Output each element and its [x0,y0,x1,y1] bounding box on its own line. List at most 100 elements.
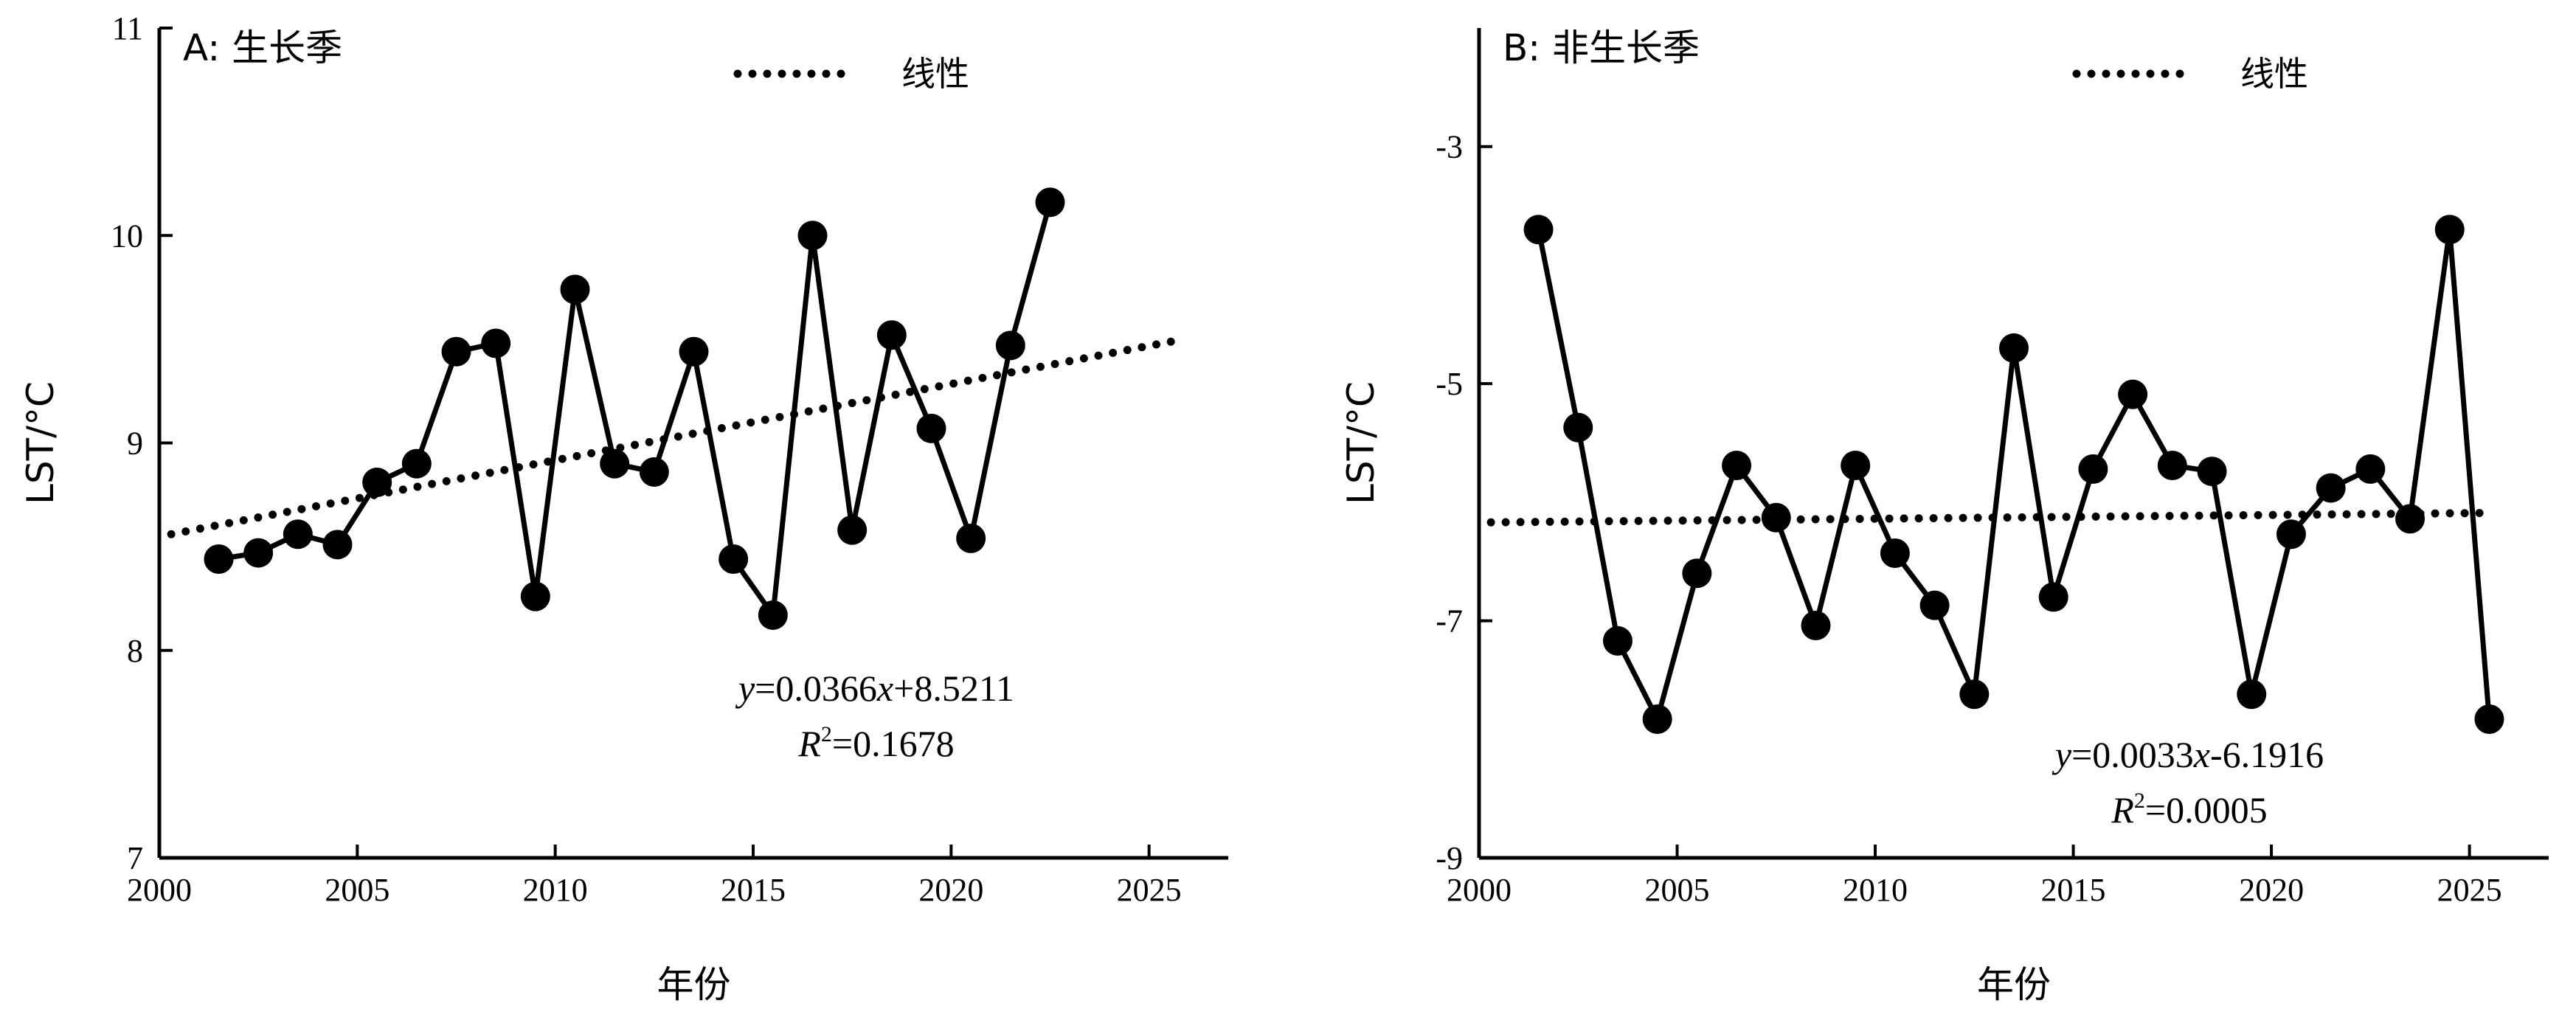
x-tick-label: 2020 [918,872,983,908]
r-squared-symbol: R [2111,789,2134,831]
data-point [797,221,828,251]
data-point [1642,704,1672,734]
equation-part: +8.5211 [893,668,1014,709]
x-tick-label: 2015 [721,872,786,908]
x-tick-label: 2010 [1843,872,1908,908]
data-point [1959,679,1990,710]
r-squared-value: =0.1678 [832,723,955,764]
data-point [2038,582,2068,612]
data-point [1682,558,1712,589]
y-tick-label: -7 [1436,603,1463,640]
legend-label: 线性 [901,54,969,94]
data-point [719,544,749,574]
y-tick-label: 10 [111,218,143,254]
y-axis-title: LST/°C [1340,381,1382,505]
legend-label: 线性 [2240,54,2308,94]
series-line [218,201,1053,618]
equation-part: x [2193,734,2210,775]
data-point [2118,379,2148,409]
x-tick-label: 2000 [1447,872,1512,908]
data-point [995,330,1025,361]
y-tick-label: 11 [112,10,143,46]
data-point [2316,473,2346,503]
panel-title: A: 生长季 [183,27,342,69]
x-tick-label: 2005 [325,872,389,908]
x-tick-label: 2000 [127,872,192,908]
x-tick-label: 2020 [2239,872,2304,908]
x-tick-label: 2010 [523,872,588,908]
data-point [600,448,630,479]
r-squared-exponent: 2 [821,722,832,746]
data-point [1722,451,1752,481]
regression-equation: y=0.0366x+8.5211 [735,668,1014,709]
data-point [639,457,669,487]
data-point [1523,215,1554,245]
data-point [1035,187,1065,218]
x-axis-title: 年份 [1977,963,2051,1006]
data-point [1602,625,1632,656]
x-tick-label: 2025 [1117,872,1182,908]
data-point [243,538,274,568]
data-point [1801,611,1831,640]
x-tick-label: 2015 [2041,872,2106,908]
r-squared-exponent: 2 [2134,789,2145,813]
regression-equation: y=0.0033x-6.1916 [2052,734,2324,775]
data-point [1919,590,1950,620]
data-point [1999,333,2029,363]
equation-part: y [2052,734,2072,775]
data-point [1841,451,1871,481]
x-axis-title: 年份 [657,963,731,1006]
y-tick-label: -9 [1436,840,1463,876]
data-point [2395,504,2426,534]
data-point [2434,215,2465,245]
data-point [520,581,550,611]
data-point [2276,519,2306,550]
r-squared-symbol: R [797,723,821,764]
equation-part: y [735,668,755,709]
equation-part: =0.0033 [2071,734,2194,775]
y-tick-label: 8 [127,633,143,669]
trend-line [167,337,1177,538]
y-axis-title: LST/°C [19,381,62,505]
data-point [2355,454,2386,484]
data-point [876,320,907,350]
data-point [362,467,392,497]
data-point [1761,502,1791,533]
data-point [956,523,986,553]
chart-panel-a: 2000 2005 2010 2015 2020 2025 7 8 9 10 11 年份 LST/°C A… [19,10,1228,1006]
x-tick-label: 2025 [2437,872,2502,908]
series-line [1536,226,2492,722]
data-point [837,515,868,545]
data-point [481,328,511,358]
x-tick-label: 2005 [1645,872,1710,908]
data-point [758,600,788,630]
data-point [401,448,432,479]
equation-part: x [876,668,893,709]
y-tick-label: -5 [1436,366,1463,402]
y-tick-label: 9 [127,426,143,462]
y-tick-label: 7 [127,840,143,876]
y-tick-label: -3 [1436,129,1463,165]
data-point [441,336,471,367]
data-point [322,530,353,560]
chart-panel-b: 2000 2005 2010 2015 2020 2025 -9 -7 -5 -3 年份 LST/°C… [1340,27,2549,1006]
data-point [204,544,234,574]
data-point [1563,412,1593,443]
data-point [2474,704,2504,734]
data-point [1880,538,1910,568]
data-point [560,274,590,305]
data-point [2078,454,2108,484]
data-point [2237,679,2267,710]
data-point [2157,451,2187,481]
data-point [916,413,946,443]
r-squared-value: =0.0005 [2145,789,2268,831]
r-squared: R2=0.1678 [797,722,954,764]
data-point [283,519,313,550]
panel-title: B: 非生长季 [1503,27,1700,69]
data-point [679,336,709,367]
data-point [2197,457,2227,487]
equation-part: -6.1916 [2210,734,2324,775]
equation-part: =0.0366 [755,668,877,709]
r-squared: R2=0.0005 [2111,789,2267,831]
